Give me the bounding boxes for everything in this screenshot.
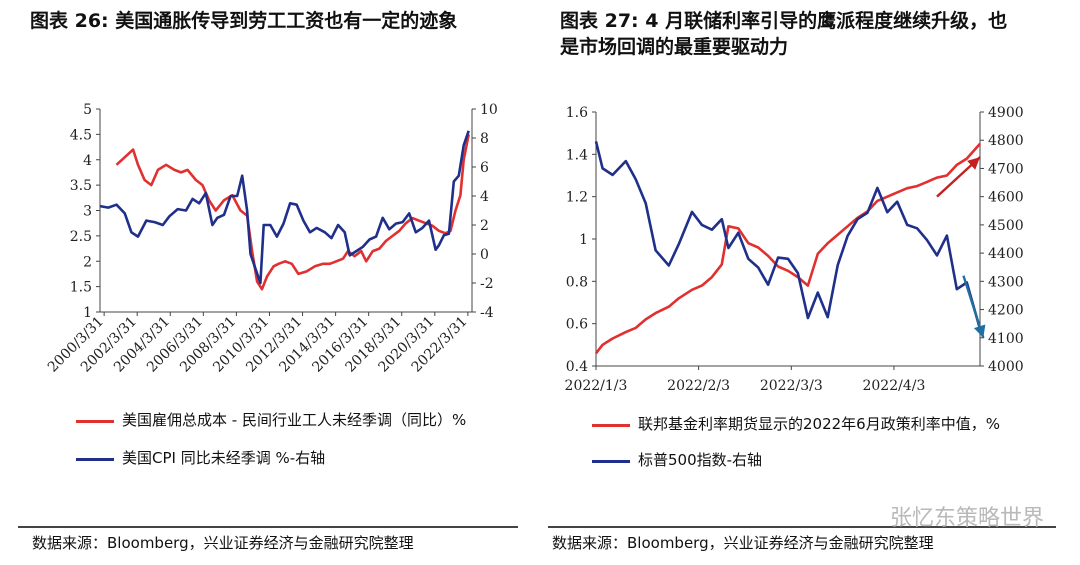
left-y-left-tick-label: 4 — [83, 153, 92, 169]
left-legend-label-cpi: 美国CPI 同比未经季调 %-右轴 — [122, 449, 326, 467]
left-line-chart: 11.522.533.544.55-4-202468102000/3/31200… — [45, 102, 498, 376]
right-y-right-tick-label: 4700 — [988, 161, 1024, 177]
right-legend-item-spx: 标普500指数-右轴 — [592, 448, 1012, 472]
right-y-right-tick-label: 4500 — [988, 218, 1024, 234]
left-y-left-tick-label: 1 — [83, 305, 92, 321]
right-legend-label-rate: 联邦基金利率期货显示的2022年6月政策利率中值，% — [638, 415, 1000, 433]
right-chart-panel: 图表 27: 4 月联储利率引导的鹰派程度继续升级，也 是市场回调的最重要驱动力… — [548, 0, 1068, 565]
left-y-left-tick-label: 2.5 — [70, 229, 92, 245]
right-line-chart: 0.4 0.6 0.8 1 1.2 1.4 1.6 4000 4100 4200 4300 4400 4… — [565, 105, 1024, 394]
left-source: 数据来源：Bloomberg，兴业证券经济与金融研究院整理 — [32, 534, 414, 552]
left-y-left-tick-label: 4.5 — [70, 127, 92, 143]
right-y-left-tick-label: 1.2 — [566, 190, 588, 206]
left-y-right-tick-label: 10 — [480, 102, 498, 118]
right-x-tick-label: 2022/3/3 — [760, 378, 823, 394]
left-y-left-tick-label: 1.5 — [70, 280, 92, 296]
right-y-left-tick-label: 1 — [579, 232, 588, 248]
right-y-right-tick-label: 4100 — [988, 331, 1024, 347]
right-y-left-tick-label: 1.4 — [566, 147, 588, 163]
left-legend-swatch-wage — [76, 420, 114, 423]
right-y-right-tick-label: 4800 — [988, 133, 1024, 149]
left-legend-item-cpi: 美国CPI 同比未经季调 %-右轴 — [76, 446, 496, 470]
right-y-right-tick-label: 4600 — [988, 190, 1024, 206]
right-y-right-tick-label: 4000 — [988, 359, 1024, 375]
left-y-left-tick-label: 2 — [83, 254, 92, 270]
right-legend: 联邦基金利率期货显示的2022年6月政策利率中值，% 标普500指数-右轴 — [592, 412, 1012, 472]
right-y-right-tick-label: 4900 — [988, 105, 1024, 121]
right-series-line-1 — [594, 141, 982, 330]
right-y-left-tick-label: 0.6 — [566, 317, 588, 333]
watermark-text: 张忆东策略世界 — [889, 506, 1044, 531]
left-legend-item-wage: 美国雇佣总成本 - 民间行业工人未经季调（同比）% — [76, 408, 496, 432]
right-x-tick-label: 2022/4/3 — [862, 378, 925, 394]
left-y-left-tick-label: 3 — [83, 204, 92, 220]
right-legend-label-spx: 标普500指数-右轴 — [638, 451, 763, 469]
left-y-right-tick-label: -4 — [480, 305, 494, 321]
left-y-left-tick-label: 3.5 — [70, 178, 92, 194]
left-divider — [18, 526, 518, 528]
right-source: 数据来源：Bloomberg，兴业证券经济与金融研究院整理 — [552, 534, 934, 552]
right-y-left-tick-label: 0.4 — [566, 359, 588, 375]
left-y-right-tick-label: 6 — [480, 160, 489, 176]
right-series-line-0 — [594, 142, 981, 355]
right-divider — [548, 526, 1056, 528]
right-annotation-arrowhead-1 — [973, 324, 986, 338]
right-chart-title-line2: 是市场回调的最重要驱动力 — [560, 36, 789, 58]
left-legend-swatch-cpi — [76, 458, 114, 461]
left-y-right-tick-label: 8 — [480, 131, 489, 147]
right-legend-item-rate: 联邦基金利率期货显示的2022年6月政策利率中值，% — [592, 412, 1012, 436]
left-legend-label-wage: 美国雇佣总成本 - 民间行业工人未经季调（同比）% — [122, 411, 467, 429]
left-legend: 美国雇佣总成本 - 民间行业工人未经季调（同比）% 美国CPI 同比未经季调 %… — [76, 408, 496, 470]
right-y-right-tick-label: 4200 — [988, 303, 1024, 319]
right-y-left-tick-label: 1.6 — [566, 105, 588, 121]
left-y-right-tick-label: 0 — [480, 247, 489, 263]
right-chart-title-line1: 图表 27: 4 月联储利率引导的鹰派程度继续升级，也 — [560, 10, 1008, 32]
left-y-right-tick-label: 4 — [480, 189, 489, 205]
left-chart-panel: 图表 26: 美国通胀传导到劳工工资也有一定的迹象 1 1.5 2 2.5 3 3.5 4 4… — [18, 0, 538, 565]
right-y-left-tick-label: 0.8 — [566, 274, 588, 290]
left-y-right-tick-label: 2 — [480, 218, 489, 234]
right-chart-title: 图表 27: 4 月联储利率引导的鹰派程度继续升级，也 是市场回调的最重要驱动力 — [560, 8, 1060, 60]
left-series-line-1 — [99, 130, 470, 285]
right-x-tick-label: 2022/2/3 — [667, 378, 730, 394]
left-chart-title: 图表 26: 美国通胀传导到劳工工资也有一定的迹象 — [30, 10, 458, 32]
right-x-tick-label: 2022/1/3 — [565, 378, 628, 394]
right-legend-swatch-spx — [592, 460, 630, 463]
left-y-left-tick-label: 5 — [83, 102, 92, 118]
right-y-right-tick-label: 4300 — [988, 274, 1024, 290]
left-series-line-0 — [115, 134, 470, 291]
right-y-right-tick-label: 4400 — [988, 246, 1024, 262]
left-y-right-tick-label: -2 — [480, 276, 494, 292]
right-legend-swatch-rate — [592, 424, 630, 427]
right-annotation-arrowhead-0 — [967, 157, 980, 170]
